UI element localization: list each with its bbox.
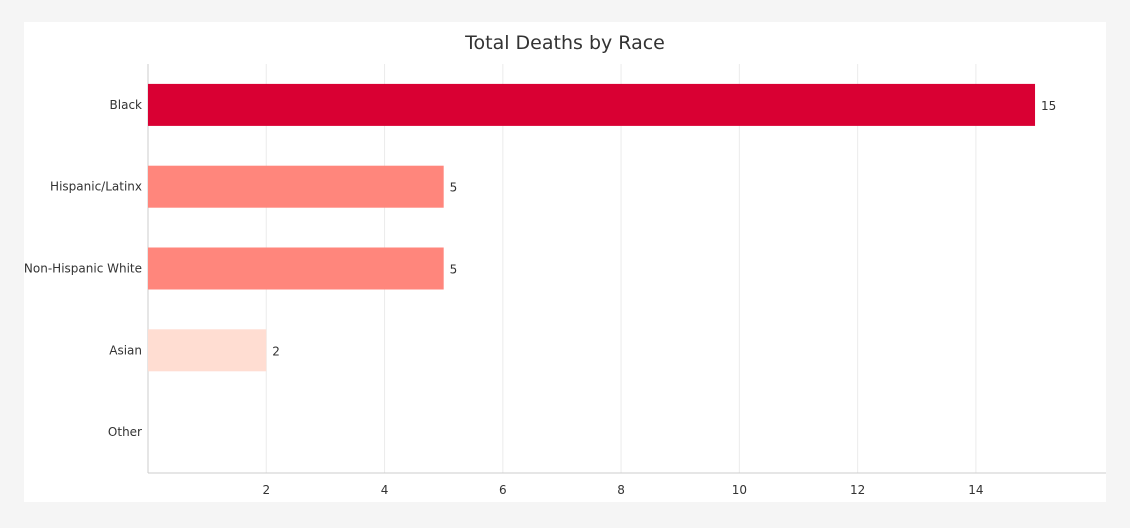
category-label-hispanic-latinx: Hispanic/Latinx — [50, 180, 142, 194]
x-tick-label: 8 — [617, 483, 625, 497]
category-label-black: Black — [110, 98, 143, 112]
data-label-hispanic-latinx: 5 — [450, 181, 458, 195]
x-tick-label: 2 — [262, 483, 270, 497]
x-tick-label: 12 — [850, 483, 865, 497]
x-tick-label: 10 — [732, 483, 747, 497]
data-label-non-hispanic-white: 5 — [450, 263, 458, 277]
bar-black — [148, 83, 1036, 126]
bar-chart: 2 4 6 8 10 12 14 Black 15 Hispanic/Latinx 5 Non-His… — [24, 64, 1106, 497]
category-label-non-hispanic-white: Non-Hispanic White — [24, 262, 142, 276]
data-label-black: 15 — [1041, 99, 1056, 113]
category-label-asian: Asian — [109, 343, 142, 357]
chart-panel: Total Deaths by Race 2 4 6 8 10 12 14 Black 15 Hi… — [24, 22, 1106, 502]
data-label-asian: 2 — [272, 344, 280, 358]
x-tick-label: 4 — [381, 483, 389, 497]
category-label-other: Other — [108, 425, 142, 439]
bar-asian — [148, 329, 267, 372]
bar-non-hispanic-white — [148, 247, 444, 290]
bar-hispanic-latinx — [148, 165, 444, 208]
x-tick-label: 14 — [968, 483, 983, 497]
x-tick-label: 6 — [499, 483, 507, 497]
chart-title: Total Deaths by Race — [465, 32, 665, 54]
